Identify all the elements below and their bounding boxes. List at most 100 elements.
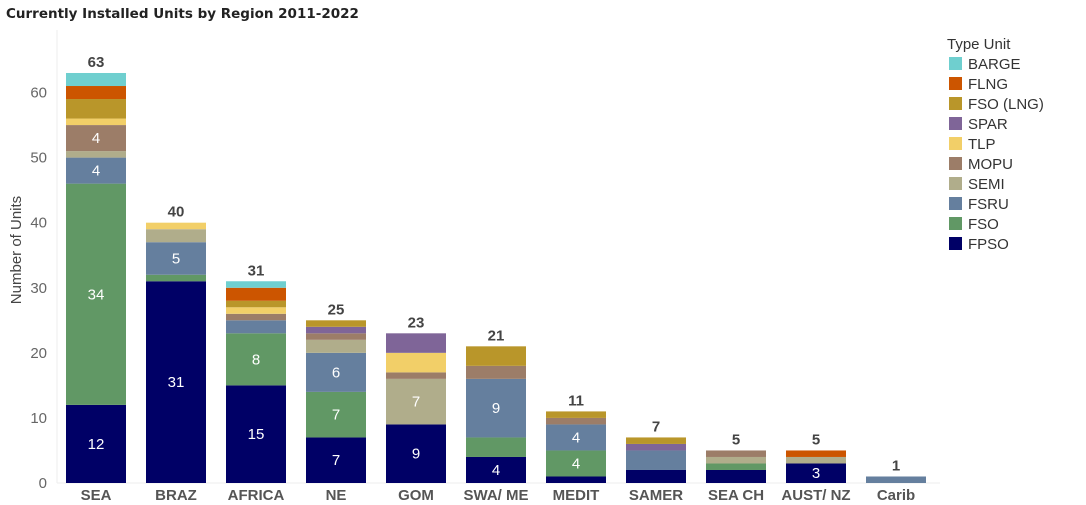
y-tick-label: 0 <box>39 475 47 492</box>
bar-segment-flng <box>66 86 126 100</box>
segment-data-label: 34 <box>88 286 105 303</box>
bar-segment-flng <box>786 450 846 457</box>
segment-data-label: 9 <box>412 446 420 463</box>
bar-segment-semi <box>66 151 126 158</box>
x-tick-label: Carib <box>877 487 915 504</box>
bar-segment-fpso <box>706 469 766 483</box>
bar-segment-fso-lng- <box>466 346 526 366</box>
bar-segment-semi <box>786 456 846 464</box>
bar-segment-spar <box>386 333 446 353</box>
legend-entry: FSO <box>968 216 999 233</box>
segment-data-label: 4 <box>92 130 100 147</box>
y-axis-label: Number of Units <box>8 196 25 304</box>
legend-entry: BARGE <box>968 56 1021 73</box>
bar-segment-fpso <box>466 456 526 483</box>
legend-swatch <box>949 157 962 170</box>
bar-total-label: 40 <box>168 204 185 221</box>
bar-total-label: 63 <box>88 54 105 71</box>
segment-data-label: 9 <box>492 400 500 417</box>
segment-data-label: 7 <box>412 394 420 411</box>
y-tick-label: 10 <box>30 410 47 427</box>
bar-total-label: 5 <box>732 431 740 448</box>
bar-segment-fsru <box>866 476 926 483</box>
bar-segment-barge <box>66 72 126 87</box>
legend-swatch <box>949 177 962 190</box>
bar-segment-mopu <box>306 333 366 340</box>
legend-entry: FPSO <box>968 236 1009 253</box>
bar-total-label: 23 <box>408 314 425 331</box>
legend-entry: SEMI <box>968 176 1005 193</box>
segment-data-label: 5 <box>172 250 180 267</box>
legend-entry: FSRU <box>968 196 1009 213</box>
legend-swatch <box>949 57 962 70</box>
bar-segment-fpso <box>66 404 126 483</box>
y-tick-label: 60 <box>30 85 47 102</box>
legend-swatch <box>949 97 962 110</box>
bar-total-label: 1 <box>892 457 900 474</box>
bar-segment-fsru <box>66 157 126 184</box>
bar-segment-fpso <box>226 385 286 483</box>
legend-entry: MOPU <box>968 156 1013 173</box>
x-tick-label: SEA CH <box>708 487 764 504</box>
bar-segment-fso <box>466 437 526 457</box>
bar-total-label: 31 <box>248 262 265 279</box>
x-tick-label: MEDIT <box>553 487 600 504</box>
bar-segment-spar <box>626 443 686 451</box>
bar-segment-fsru <box>226 320 286 334</box>
x-tick-label: SWA/ ME <box>463 487 528 504</box>
bar-segment-fso-lng- <box>306 320 366 327</box>
x-tick-label: GOM <box>398 487 434 504</box>
bar-segment-tlp <box>146 222 206 230</box>
bar-segment-tlp <box>386 352 446 373</box>
segment-data-label: 4 <box>92 163 100 180</box>
x-tick-label: BRAZ <box>155 487 197 504</box>
bar-segment-fso-lng- <box>626 437 686 444</box>
segment-data-label: 15 <box>248 426 265 443</box>
chart-title: Currently Installed Units by Region 2011… <box>6 6 359 22</box>
legend-title: Type Unit <box>947 36 1011 53</box>
bar-segment-fso-lng- <box>226 300 286 308</box>
bar-segment-flng <box>226 287 286 301</box>
bar-segment-fpso <box>626 469 686 483</box>
bar-segment-mopu <box>466 365 526 379</box>
segment-data-label: 7 <box>332 452 340 469</box>
bar-segment-semi <box>706 456 766 464</box>
bar-segment-mopu <box>546 417 606 425</box>
x-tick-label: SAMER <box>629 487 683 504</box>
legend-swatch <box>949 237 962 250</box>
segment-data-label: 7 <box>332 407 340 424</box>
bar-segment-semi <box>146 229 206 243</box>
bar-total-label: 21 <box>488 327 505 344</box>
bar-segment-tlp <box>66 118 126 126</box>
bar-segment-spar <box>306 326 366 334</box>
bar-segment-semi <box>306 339 366 353</box>
x-tick-label: AUST/ NZ <box>781 487 850 504</box>
legend-swatch <box>949 117 962 130</box>
bar-segment-fpso <box>146 281 206 483</box>
bar-segment-fpso <box>386 424 446 483</box>
x-tick-label: SEA <box>81 487 112 504</box>
bar-segment-mopu <box>706 450 766 457</box>
legend-swatch <box>949 197 962 210</box>
bar-segment-fso-lng- <box>546 411 606 418</box>
legend-swatch <box>949 137 962 150</box>
bar-segment-mopu <box>386 372 446 379</box>
legend-swatch <box>949 217 962 230</box>
bar-segment-fso <box>706 463 766 470</box>
bar-total-label: 25 <box>328 301 345 318</box>
bar-segment-fpso <box>306 437 366 483</box>
x-tick-label: NE <box>326 487 347 504</box>
bar-segment-fso <box>146 274 206 282</box>
bar-total-label: 5 <box>812 431 820 448</box>
bar-segment-mopu <box>66 125 126 152</box>
legend-entry: FLNG <box>968 76 1008 93</box>
segment-data-label: 4 <box>572 455 580 472</box>
bar-segment-fsru <box>466 378 526 438</box>
bar-segment-semi <box>386 378 446 425</box>
bar-segment-fso <box>546 450 606 477</box>
bar-segment-fsru <box>146 242 206 275</box>
bar-segment-fso <box>226 333 286 386</box>
bar-segment-fsru <box>306 352 366 392</box>
y-tick-label: 30 <box>30 280 47 297</box>
